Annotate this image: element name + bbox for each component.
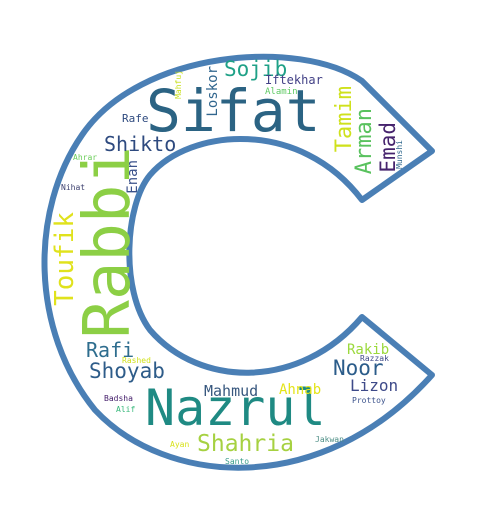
word-shikto: Shikto — [104, 132, 177, 156]
word-razzak: Razzak — [360, 354, 389, 363]
word-alamin: Alamin — [265, 87, 298, 97]
word-badsha: Badsha — [104, 394, 133, 403]
word-iftekhar: Iftekhar — [265, 73, 323, 87]
word-mahfuj: Mahfuj — [174, 70, 183, 99]
word-munshi: Munshi — [395, 140, 404, 169]
word-lizon: Lizon — [350, 376, 399, 395]
word-rakib: Rakib — [347, 342, 390, 358]
word-ayan: Ayan — [170, 440, 190, 449]
word-rashed: Rashed — [122, 356, 151, 365]
word-enan: Enan — [125, 160, 141, 194]
word-loskor: Loskor — [205, 66, 221, 117]
word-nihat: Nihat — [61, 183, 86, 192]
word-shahria: Shahria — [197, 431, 294, 457]
word-arman: Arman — [352, 108, 377, 175]
word-ahrar: Ahrar — [73, 153, 98, 162]
word-sifat: Sifat — [146, 77, 321, 145]
word-ahnab: Ahnab — [279, 382, 322, 398]
word-rafe: Rafe — [122, 112, 149, 125]
word-rafi: Rafi — [86, 338, 135, 362]
word-shoyab: Shoyab — [89, 359, 165, 383]
word-santo: Santo — [225, 457, 250, 466]
word-alif: Alif — [116, 405, 136, 414]
word-sojib: Sojib — [224, 57, 288, 81]
word-mahmud: Mahmud — [204, 382, 259, 400]
word-toufik: Toufik — [50, 212, 80, 306]
word-nazrul: Nazrul — [145, 379, 326, 437]
word-noor: Noor — [333, 356, 384, 380]
word-jakwan: Jakwan — [315, 435, 344, 444]
word-prottoy: Prottoy — [352, 396, 386, 405]
